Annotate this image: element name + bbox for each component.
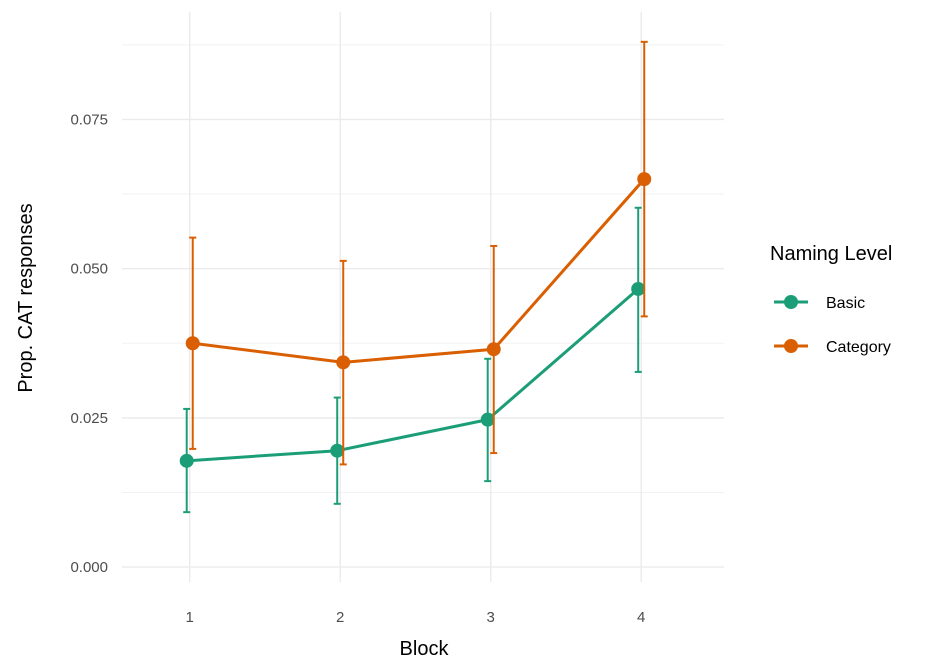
data-point-basic (480, 412, 495, 427)
x-tick-label: 3 (487, 609, 495, 626)
series-line-category (192, 178, 646, 364)
x-axis-ticks: 1 2 3 4 (186, 609, 646, 626)
data-point-category (637, 172, 652, 187)
x-tick-label: 2 (336, 609, 344, 626)
series-layer (179, 40, 652, 514)
data-point-basic (179, 453, 194, 468)
legend: Naming Level Basic Category (770, 243, 892, 356)
legend-title: Naming Level (770, 243, 892, 265)
legend-key-point-category (784, 339, 798, 353)
grid-lines (122, 12, 724, 582)
y-tick-label: 0.000 (70, 559, 108, 576)
series-basic (179, 206, 646, 514)
y-axis-ticks: 0.000 0.025 0.050 0.075 (70, 111, 108, 576)
legend-label-basic: Basic (826, 295, 865, 312)
y-axis-title: Prop. CAT responses (15, 203, 37, 392)
legend-item-basic: Basic (774, 295, 865, 312)
data-point-basic (631, 281, 646, 296)
y-tick-label: 0.025 (70, 410, 108, 427)
x-axis-title: Block (400, 638, 450, 660)
y-tick-label: 0.050 (70, 261, 108, 278)
y-tick-label: 0.075 (70, 111, 108, 128)
x-tick-label: 4 (637, 609, 645, 626)
legend-key-point-basic (784, 295, 798, 309)
data-point-category (185, 336, 200, 351)
series-line-basic (186, 287, 640, 463)
data-point-category (336, 355, 351, 370)
data-point-basic (330, 443, 345, 458)
series-category (185, 40, 652, 466)
legend-label-category: Category (826, 339, 891, 356)
data-point-category (486, 342, 501, 357)
x-tick-label: 1 (186, 609, 194, 626)
legend-item-category: Category (774, 339, 891, 356)
